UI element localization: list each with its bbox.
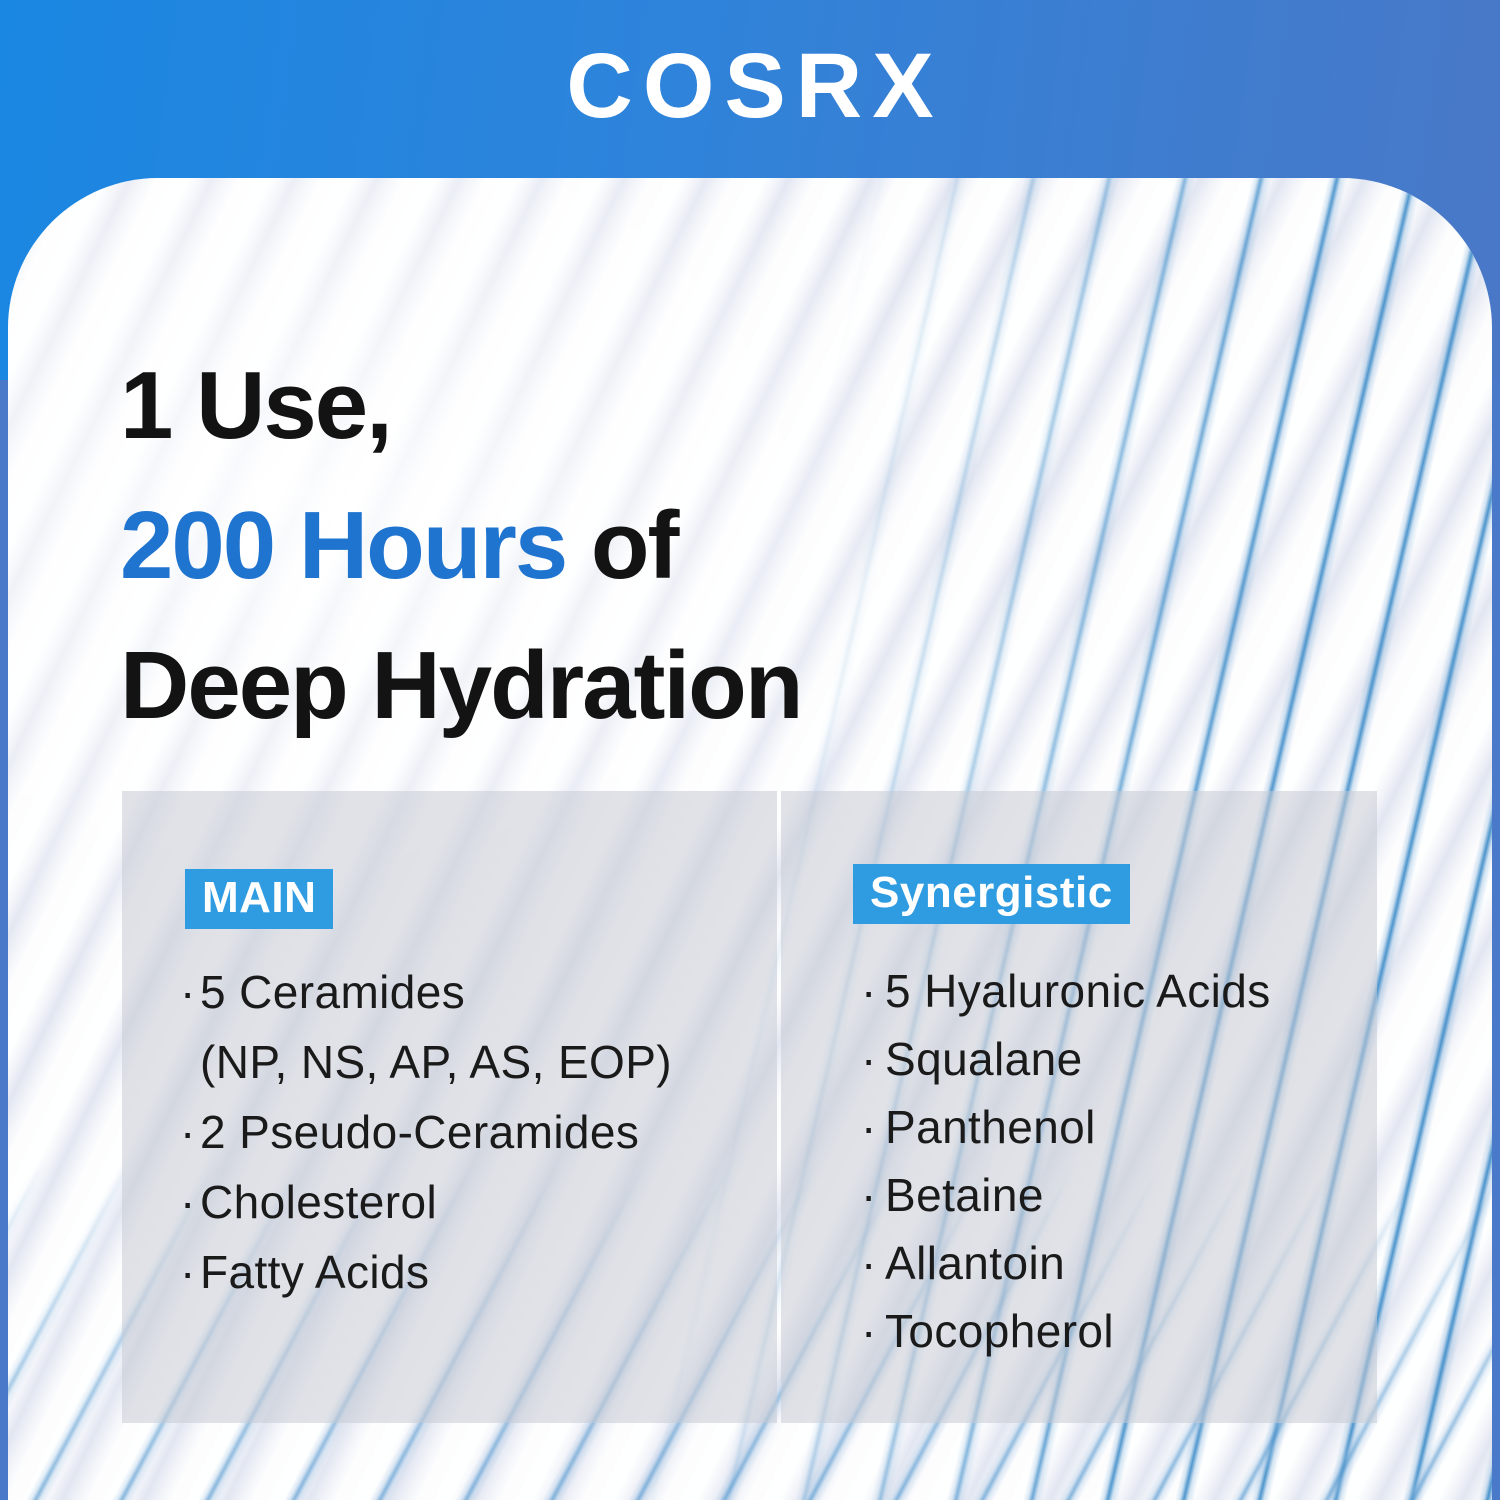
ingredient-text: Tocopherol <box>885 1305 1115 1357</box>
ingredient-text: 5 Hyaluronic Acids <box>885 965 1271 1017</box>
ingredient-text: Panthenol <box>885 1101 1096 1153</box>
bullet-dot: · <box>861 1169 877 1221</box>
headline-line-1: 1 Use, <box>120 352 393 459</box>
bullet-dot: · <box>180 1106 196 1158</box>
ingredient-item: · Squalane <box>781 1025 1377 1093</box>
ingredient-item: · 5 Ceramides <box>122 957 777 1027</box>
bullet-dot: · <box>861 1237 877 1289</box>
ingredient-text: 2 Pseudo-Ceramides <box>200 1106 640 1158</box>
ingredient-item-continuation: (NP, NS, AP, AS, EOP) <box>122 1027 777 1097</box>
bullet-dot: · <box>180 1176 196 1228</box>
ingredient-item: · Fatty Acids <box>122 1237 777 1307</box>
bullet-dot: · <box>861 965 877 1017</box>
bullet-dot: · <box>861 1101 877 1153</box>
bullet-dot: · <box>180 966 196 1018</box>
main-ingredients-list: · 5 Ceramides (NP, NS, AP, AS, EOP) · 2 Ps… <box>122 957 777 1307</box>
ingredient-item: · Betaine <box>781 1161 1377 1229</box>
headline-line-2: 200 Hours of <box>120 476 801 616</box>
ingredient-text: Squalane <box>885 1033 1083 1085</box>
ingredient-text: 5 Ceramides <box>200 966 466 1018</box>
ingredient-item: · 5 Hyaluronic Acids <box>781 957 1377 1025</box>
ingredient-item: · Tocopherol <box>781 1297 1377 1365</box>
headline-line-3: Deep Hydration <box>120 632 803 739</box>
ingredient-text: Fatty Acids <box>200 1246 430 1298</box>
bullet-dot: · <box>861 1305 877 1357</box>
headline-line-2-rest: of <box>566 492 680 599</box>
ingredient-item: · 2 Pseudo-Ceramides <box>122 1097 777 1167</box>
bullet-dot: · <box>180 1246 196 1298</box>
headline-highlight: 200 Hours <box>120 492 568 599</box>
ingredient-text: Betaine <box>885 1169 1044 1221</box>
ingredient-text: Cholesterol <box>200 1176 438 1228</box>
ingredient-text: Allantoin <box>885 1237 1066 1289</box>
ingredient-item: · Allantoin <box>781 1229 1377 1297</box>
bullet-dot: · <box>861 1033 877 1085</box>
product-headline: 1 Use, 200 Hours of Deep Hydration <box>120 336 803 756</box>
ingredient-text: (NP, NS, AP, AS, EOP) <box>200 1036 673 1088</box>
cream-texture-card: 1 Use, 200 Hours of Deep Hydration MAIN … <box>8 178 1492 1500</box>
synergistic-ingredients-panel: Synergistic · 5 Hyaluronic Acids · Squalan… <box>781 791 1377 1423</box>
ingredient-item: · Panthenol <box>781 1093 1377 1161</box>
main-ingredients-panel: MAIN · 5 Ceramides (NP, NS, AP, AS, EOP) … <box>122 791 777 1423</box>
ingredient-item: · Cholesterol <box>122 1167 777 1237</box>
brand-logo: COSRX <box>566 35 944 137</box>
synergistic-badge: Synergistic <box>853 864 1130 924</box>
synergistic-ingredients-list: · 5 Hyaluronic Acids · Squalane · Panthenol… <box>781 957 1377 1365</box>
main-badge: MAIN <box>185 869 334 929</box>
